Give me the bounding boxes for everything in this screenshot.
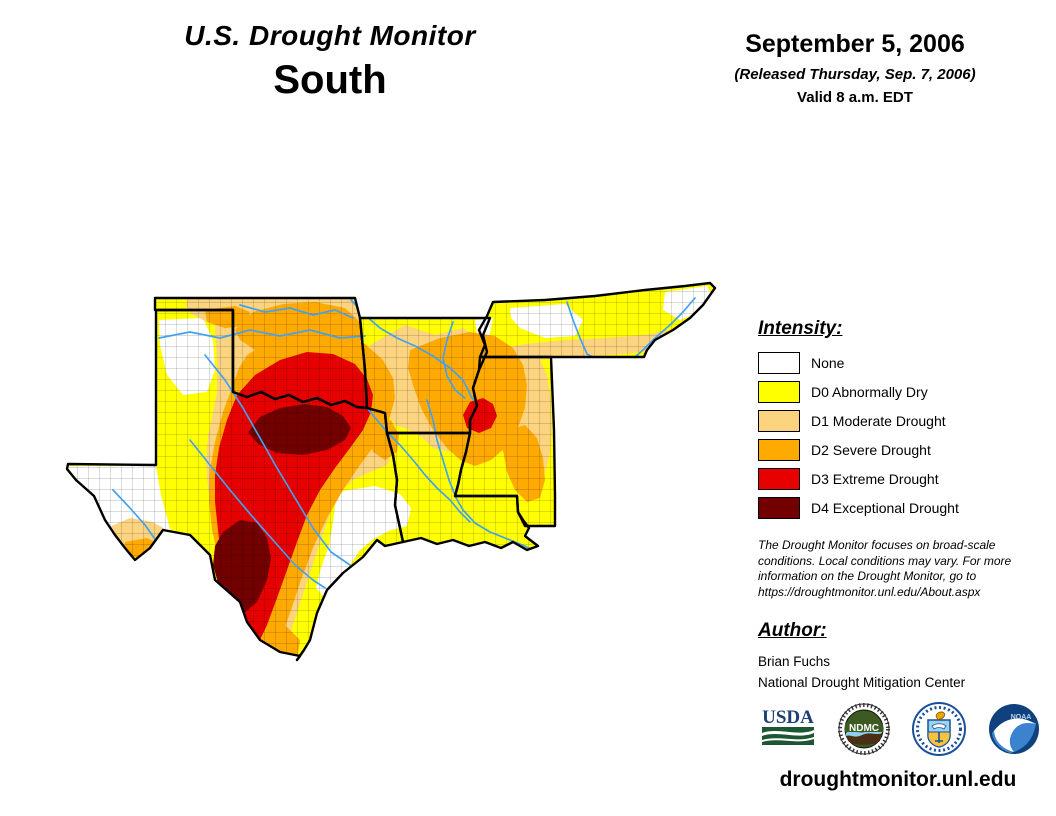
- legend-label-d0: D0 Abnormally Dry: [811, 384, 928, 400]
- footer-url: droughtmonitor.unl.edu: [779, 768, 1017, 791]
- svg-text:NOAA: NOAA: [1011, 714, 1032, 721]
- river-white-ar: [442, 321, 466, 399]
- rivers-layer: [112, 297, 696, 589]
- state-tennessee: [477, 281, 717, 359]
- drought-map-svg: [65, 281, 717, 662]
- legend-swatch-d3: [758, 468, 800, 490]
- river-tennessee-east: [634, 297, 696, 358]
- valid-time: Valid 8 a.m. EDT: [797, 89, 913, 106]
- river-canadian: [158, 329, 366, 339]
- svg-text:USDA: USDA: [762, 707, 814, 728]
- region-title: South: [273, 58, 387, 102]
- river-arkansas: [350, 299, 474, 401]
- legend-item-d4: D4 Exceptional Drought: [758, 497, 1038, 519]
- author-name: Brian Fuchs: [758, 654, 831, 669]
- legend: Intensity: None D0 Abnormally Dry D1 Mod…: [758, 318, 1038, 526]
- legend-label-d1: D1 Moderate Drought: [811, 413, 946, 429]
- legend-swatch-d4: [758, 497, 800, 519]
- usda-logo: USDA: [762, 707, 814, 745]
- river-tennessee-west: [566, 301, 594, 358]
- state-mississippi: [453, 355, 557, 528]
- legend-label-d3: D3 Extreme Drought: [811, 471, 939, 487]
- legend-heading: Intensity:: [758, 318, 843, 339]
- legend-swatch-none: [758, 352, 800, 374]
- page-title: U.S. Drought Monitor: [184, 20, 476, 51]
- author-org: National Drought Mitigation Center: [758, 675, 966, 690]
- legend-label-none: None: [811, 355, 845, 371]
- legend-label-d4: D4 Exceptional Drought: [811, 500, 959, 516]
- river-ouachita: [426, 399, 456, 496]
- author-heading: Author:: [758, 620, 827, 641]
- legend-item-d0: D0 Abnormally Dry: [758, 381, 1038, 403]
- title-block: U.S. Drought Monitor South: [100, 20, 560, 103]
- legend-item-d1: D1 Moderate Drought: [758, 410, 1038, 432]
- drought-map: [55, 280, 755, 710]
- commerce-seal-logo: [912, 702, 966, 756]
- legend-item-d3: D3 Extreme Drought: [758, 468, 1038, 490]
- svg-text:NDMC: NDMC: [849, 723, 879, 734]
- river-brazos: [204, 354, 351, 566]
- logo-row: USDA NDMC NOAA: [760, 702, 1040, 756]
- legend-item-d2: D2 Severe Drought: [758, 439, 1038, 461]
- released-date: (Released Thursday, Sep. 7, 2006): [734, 66, 976, 83]
- river-red-louisiana: [366, 407, 471, 523]
- drought-fill-layers: [67, 283, 715, 660]
- map-date: September 5, 2006: [745, 30, 965, 58]
- disclaimer-text: The Drought Monitor focuses on broad-sca…: [758, 538, 1012, 599]
- river-colorado-tx: [189, 439, 326, 589]
- legend-label-d2: D2 Severe Drought: [811, 442, 931, 458]
- river-cimarron: [239, 304, 354, 319]
- legend-swatch-d1: [758, 410, 800, 432]
- state-borders: [65, 281, 717, 662]
- legend-swatch-d2: [758, 439, 800, 461]
- legend-swatch-d0: [758, 381, 800, 403]
- legend-item-none: None: [758, 352, 1038, 374]
- noaa-logo: NOAA: [989, 704, 1039, 754]
- ndmc-logo: NDMC: [838, 703, 890, 755]
- date-block: September 5, 2006 (Released Thursday, Se…: [690, 30, 1020, 106]
- author-block: Author: Brian Fuchs National Drought Mit…: [758, 620, 1038, 690]
